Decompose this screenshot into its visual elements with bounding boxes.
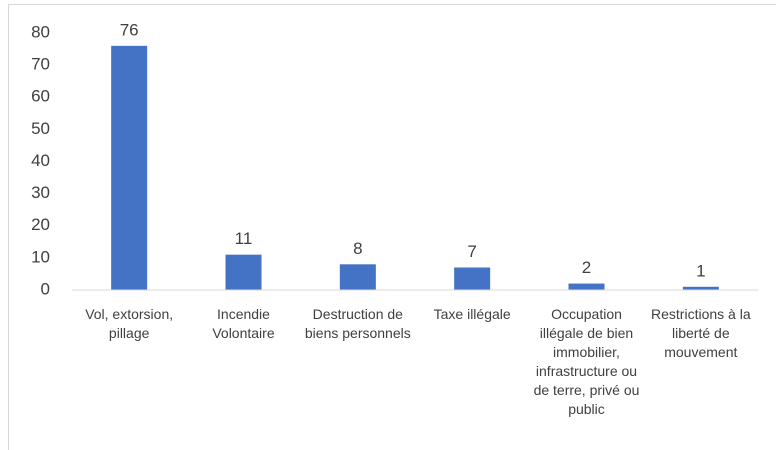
x-tick-label: Vol, extorsion, pillage [85, 306, 174, 341]
data-label: 8 [353, 239, 362, 258]
x-tick-label: Destruction de biens personnels [304, 306, 411, 341]
y-tick-label: 60 [31, 87, 50, 106]
bar [111, 45, 148, 290]
data-label: 1 [696, 261, 705, 280]
y-tick-label: 70 [31, 55, 50, 74]
y-tick-label: 30 [31, 183, 50, 202]
bar [454, 267, 491, 290]
chart-border [8, 4, 776, 450]
data-label: 76 [120, 20, 139, 39]
x-tick-label: Occupation illégale de bien immobilier, … [533, 306, 640, 417]
data-label: 7 [467, 242, 476, 261]
bar [682, 286, 719, 290]
data-label: 2 [582, 258, 591, 277]
bar [568, 283, 605, 290]
y-tick-label: 10 [31, 247, 50, 266]
x-tick-label: Restrictions à la liberté de mouvement [651, 306, 751, 360]
data-label: 11 [235, 229, 253, 248]
y-tick-label: 0 [41, 279, 50, 298]
y-tick-label: 80 [31, 22, 50, 41]
y-tick-label: 20 [31, 215, 50, 234]
y-tick-label: 40 [31, 151, 50, 170]
bar [225, 254, 262, 290]
x-tick-label: Incendie Volontaire [212, 306, 275, 341]
bar [339, 264, 376, 290]
y-tick-label: 50 [31, 119, 50, 138]
x-tick-label: Taxe illégale [433, 306, 511, 322]
